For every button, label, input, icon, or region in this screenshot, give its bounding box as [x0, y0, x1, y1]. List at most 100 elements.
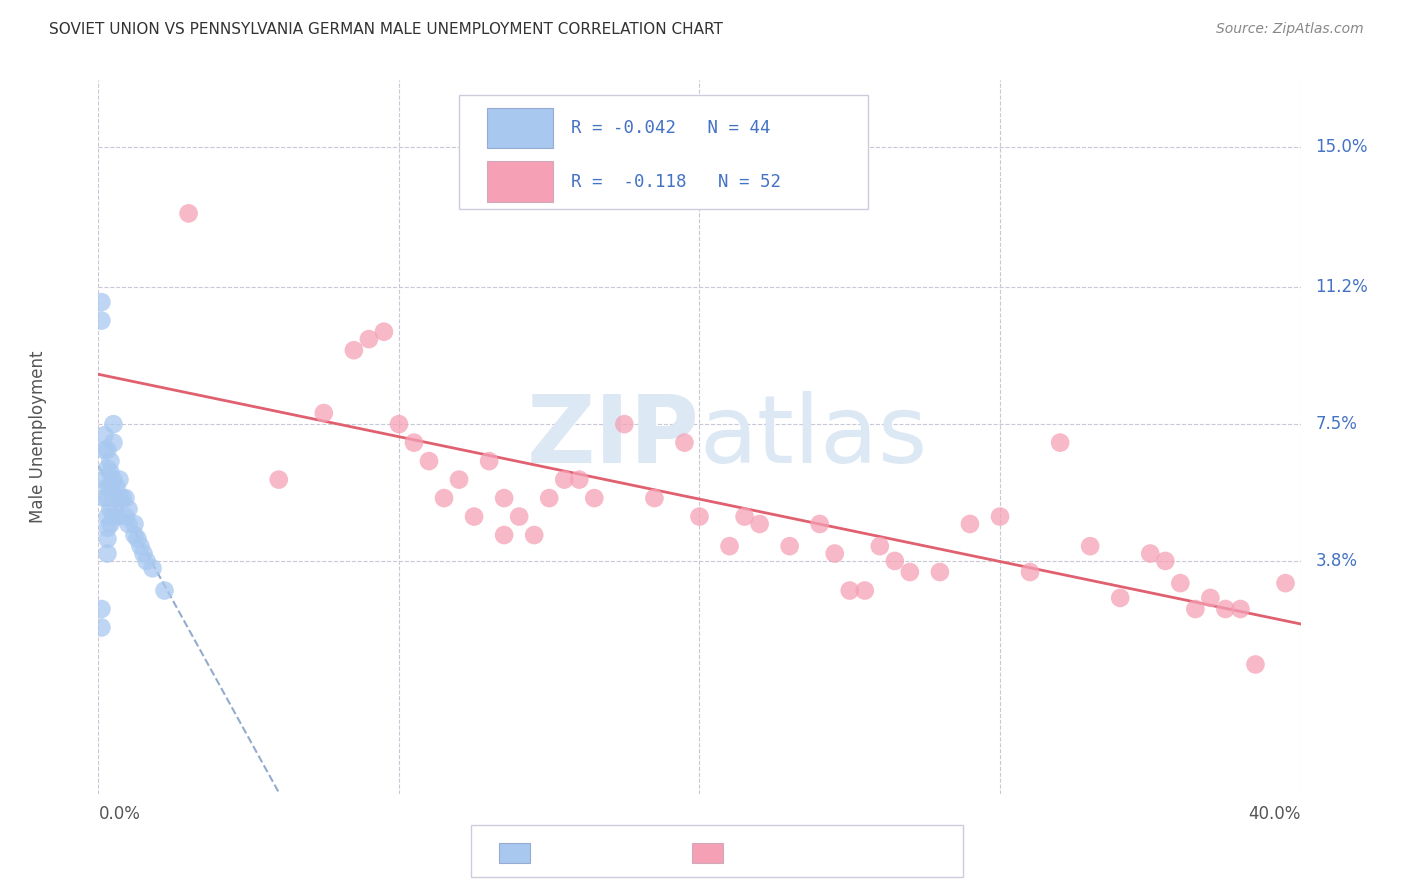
Bar: [486, 108, 553, 148]
Point: [838, 583, 860, 598]
Text: 0.0%: 0.0%: [98, 805, 141, 823]
Point: [494, 528, 516, 542]
Point: [402, 435, 425, 450]
Point: [103, 435, 125, 450]
Point: [90, 295, 112, 310]
Point: [718, 539, 741, 553]
Point: [111, 491, 134, 505]
Point: [100, 465, 122, 479]
Point: [734, 509, 756, 524]
Point: [673, 435, 696, 450]
Point: [135, 554, 157, 568]
Point: [96, 443, 118, 458]
Text: Pennsylvania Germans: Pennsylvania Germans: [730, 842, 904, 856]
Bar: [486, 161, 553, 202]
Text: atlas: atlas: [699, 391, 928, 483]
Point: [583, 491, 606, 505]
Point: [1109, 591, 1132, 605]
Text: R = -0.042   N = 44: R = -0.042 N = 44: [571, 120, 770, 137]
Point: [103, 417, 125, 431]
Point: [100, 480, 122, 494]
Point: [898, 565, 921, 579]
Point: [153, 583, 176, 598]
Text: 11.2%: 11.2%: [1316, 278, 1368, 296]
Point: [108, 473, 131, 487]
Point: [312, 406, 335, 420]
Text: Soviet Union: Soviet Union: [537, 842, 634, 856]
Point: [418, 454, 440, 468]
Text: SOVIET UNION VS PENNSYLVANIA GERMAN MALE UNEMPLOYMENT CORRELATION CHART: SOVIET UNION VS PENNSYLVANIA GERMAN MALE…: [49, 22, 723, 37]
Point: [117, 516, 139, 531]
Point: [988, 509, 1011, 524]
Point: [447, 473, 470, 487]
Point: [105, 480, 128, 494]
Point: [103, 491, 125, 505]
Point: [373, 325, 395, 339]
Point: [105, 491, 128, 505]
Point: [114, 509, 136, 524]
Point: [177, 206, 200, 220]
Point: [93, 491, 115, 505]
Point: [538, 491, 561, 505]
Point: [90, 313, 112, 327]
Text: 7.5%: 7.5%: [1316, 415, 1357, 434]
Point: [508, 509, 530, 524]
Point: [141, 561, 163, 575]
Text: Source: ZipAtlas.com: Source: ZipAtlas.com: [1216, 22, 1364, 37]
Point: [114, 491, 136, 505]
Point: [93, 428, 115, 442]
Text: Male Unemployment: Male Unemployment: [30, 351, 48, 524]
Point: [117, 502, 139, 516]
Point: [1170, 576, 1192, 591]
Point: [100, 502, 122, 516]
Point: [96, 521, 118, 535]
Point: [357, 332, 380, 346]
Point: [1019, 565, 1042, 579]
Point: [100, 516, 122, 531]
Point: [748, 516, 770, 531]
Point: [1139, 547, 1161, 561]
Point: [883, 554, 905, 568]
Point: [96, 509, 118, 524]
Point: [343, 343, 366, 358]
Text: R =  -0.118   N = 52: R = -0.118 N = 52: [571, 173, 780, 191]
Point: [96, 480, 118, 494]
FancyBboxPatch shape: [458, 95, 868, 209]
Point: [127, 532, 149, 546]
Point: [568, 473, 591, 487]
Point: [103, 509, 125, 524]
Point: [96, 491, 118, 505]
Point: [388, 417, 411, 431]
Point: [267, 473, 290, 487]
Point: [1049, 435, 1071, 450]
Point: [433, 491, 456, 505]
Point: [643, 491, 665, 505]
Point: [96, 532, 118, 546]
Point: [124, 516, 146, 531]
Point: [869, 539, 891, 553]
Point: [808, 516, 831, 531]
Point: [1229, 602, 1251, 616]
Point: [93, 473, 115, 487]
Point: [824, 547, 846, 561]
Point: [1078, 539, 1101, 553]
Point: [132, 547, 155, 561]
Point: [1154, 554, 1177, 568]
Point: [494, 491, 516, 505]
Point: [853, 583, 876, 598]
Point: [103, 473, 125, 487]
Text: 3.8%: 3.8%: [1316, 552, 1358, 570]
Point: [1215, 602, 1237, 616]
Point: [688, 509, 710, 524]
Point: [959, 516, 981, 531]
Text: 15.0%: 15.0%: [1316, 138, 1368, 156]
Point: [1274, 576, 1296, 591]
Point: [96, 547, 118, 561]
Point: [90, 602, 112, 616]
Point: [129, 539, 152, 553]
Point: [124, 528, 146, 542]
Point: [929, 565, 952, 579]
Point: [779, 539, 801, 553]
Point: [613, 417, 636, 431]
Point: [523, 528, 546, 542]
